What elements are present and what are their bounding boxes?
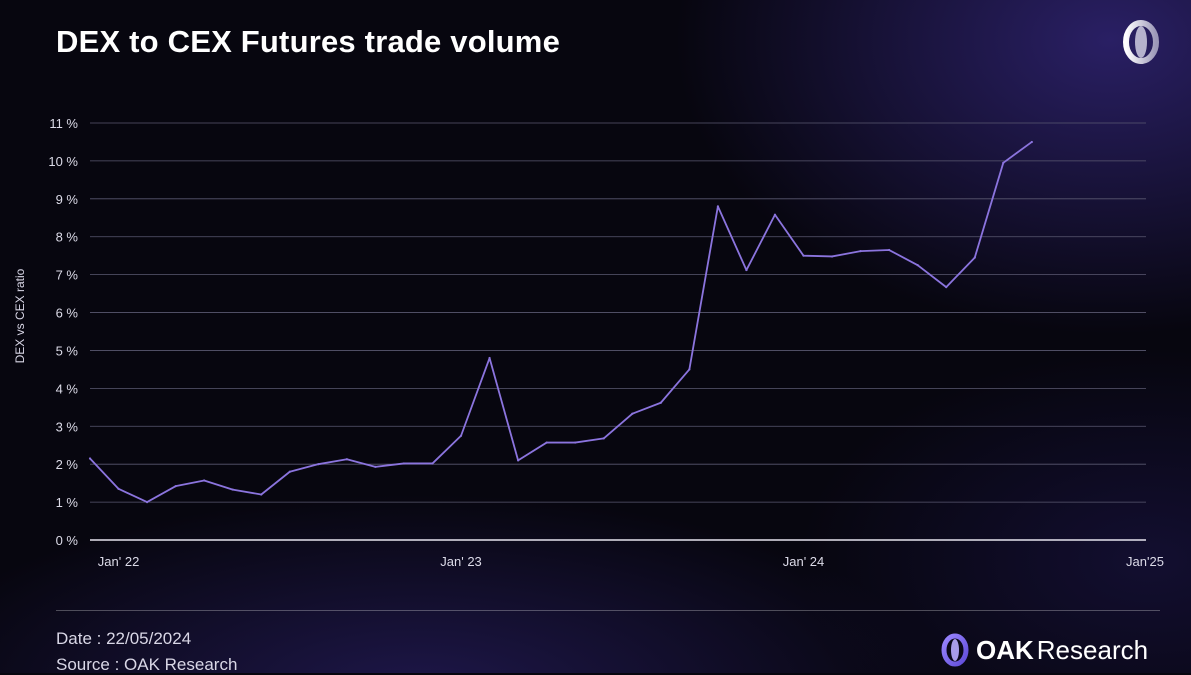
y-tick-label: 0 % bbox=[56, 533, 79, 548]
data-point bbox=[716, 205, 719, 208]
footer-divider bbox=[56, 610, 1160, 611]
data-point bbox=[602, 437, 605, 440]
oak-logo-icon bbox=[1123, 20, 1159, 64]
data-point bbox=[374, 465, 377, 468]
data-point bbox=[88, 457, 92, 460]
x-tick-label: Jan' 24 bbox=[783, 554, 825, 569]
y-tick-label: 11 % bbox=[49, 116, 78, 131]
data-point bbox=[631, 412, 634, 415]
source-text: Source : OAK Research bbox=[56, 655, 238, 674]
x-tick-label: Jan' 23 bbox=[440, 554, 482, 569]
chart-title: DEX to CEX Futures trade volume bbox=[56, 24, 561, 59]
y-tick-label: 2 % bbox=[56, 457, 79, 472]
data-point bbox=[545, 441, 548, 444]
y-tick-label: 5 % bbox=[56, 343, 79, 358]
data-point bbox=[431, 462, 434, 465]
y-tick-labels: 0 % 1 % 2 % 3 % 4 % 5 % 6 % 7 % 8 % 9 % 10 % 11 % bbox=[48, 116, 78, 548]
data-point bbox=[402, 462, 406, 465]
data-point bbox=[802, 254, 805, 257]
data-point bbox=[231, 488, 234, 491]
data-point bbox=[859, 250, 862, 253]
y-tick-label: 7 % bbox=[56, 268, 79, 283]
data-point bbox=[888, 248, 891, 252]
data-point bbox=[973, 256, 976, 259]
oak-brand-icon bbox=[941, 633, 969, 667]
data-point bbox=[203, 479, 206, 482]
y-tick-label: 6 % bbox=[56, 306, 79, 321]
y-tick-label: 8 % bbox=[56, 230, 79, 245]
x-tick-labels: Jan' 22 Jan' 23 Jan' 24 Jan'25 bbox=[98, 554, 1164, 569]
data-point bbox=[145, 500, 149, 504]
data-point bbox=[574, 441, 577, 444]
y-tick-label: 3 % bbox=[56, 419, 79, 434]
x-tick-label: Jan' 22 bbox=[98, 554, 140, 569]
data-point bbox=[773, 213, 777, 216]
series-line bbox=[89, 141, 1033, 503]
data-point bbox=[345, 458, 348, 461]
data-point bbox=[174, 485, 177, 488]
brand-logo: OAK Research bbox=[940, 632, 1148, 668]
x-tick-label: Jan'25 bbox=[1126, 554, 1164, 569]
data-point bbox=[260, 493, 263, 496]
grid-layer bbox=[90, 122, 1146, 541]
data-point bbox=[745, 268, 748, 272]
data-point bbox=[916, 264, 919, 267]
series-layer bbox=[88, 140, 1033, 504]
y-tick-label: 4 % bbox=[56, 381, 79, 396]
data-point bbox=[459, 434, 463, 437]
data-point bbox=[659, 401, 662, 404]
brand-name-bold: OAK bbox=[976, 634, 1034, 665]
brand-name-light: Research bbox=[1036, 634, 1149, 665]
date-text: Date : 22/05/2024 bbox=[56, 629, 192, 648]
data-point bbox=[317, 463, 320, 466]
y-tick-label: 1 % bbox=[56, 495, 79, 510]
data-point bbox=[830, 255, 834, 258]
data-point bbox=[945, 286, 948, 289]
data-point bbox=[517, 459, 520, 462]
data-point bbox=[1030, 140, 1033, 144]
data-point bbox=[488, 356, 491, 360]
y-tick-label: 9 % bbox=[56, 192, 79, 207]
data-point bbox=[288, 470, 291, 473]
data-point bbox=[1002, 161, 1005, 164]
data-point bbox=[688, 368, 691, 371]
y-tick-label: 10 % bbox=[48, 154, 78, 169]
data-point bbox=[117, 487, 120, 490]
